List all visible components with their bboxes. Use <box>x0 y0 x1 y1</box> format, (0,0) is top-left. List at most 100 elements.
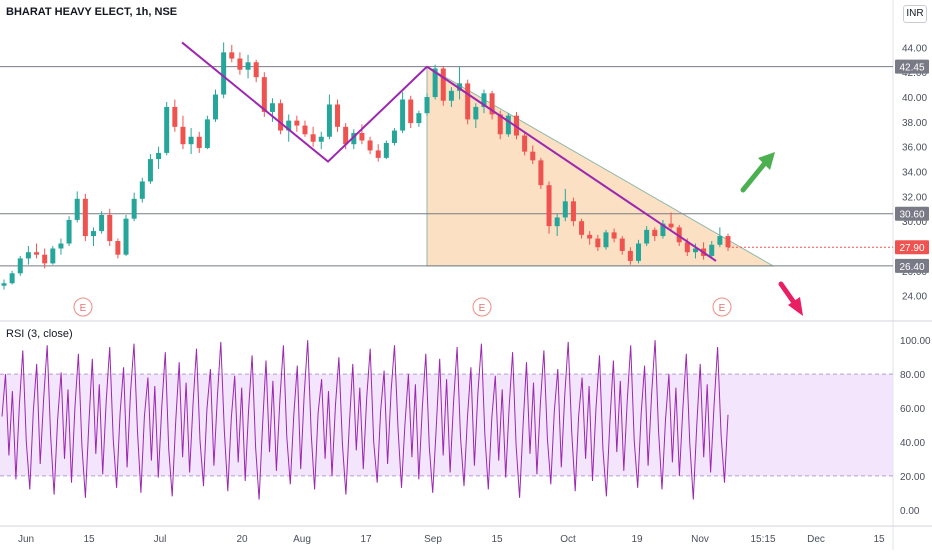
candle <box>627 247 633 265</box>
candle-body <box>66 219 72 244</box>
earnings-marker: E <box>712 297 732 317</box>
candle <box>221 42 227 99</box>
candle-body <box>302 125 308 135</box>
candle-body <box>99 214 105 232</box>
candle <box>432 64 438 100</box>
candle-body <box>636 243 642 261</box>
candle-body <box>107 214 113 242</box>
candle-body <box>570 201 576 222</box>
arrow-up-head <box>758 152 775 170</box>
currency-button[interactable]: INR <box>903 5 927 23</box>
candle <box>196 131 202 153</box>
y-tick-label: 38.00 <box>902 118 927 129</box>
candle-body <box>627 250 633 261</box>
price-label-text: 30.60 <box>899 210 924 221</box>
candle-body <box>448 90 454 101</box>
candle <box>351 129 357 150</box>
candle <box>375 144 381 162</box>
candle <box>668 212 674 232</box>
earnings-marker-label: E <box>80 303 87 314</box>
candle <box>107 208 113 246</box>
candle-body <box>660 223 666 237</box>
arrow-down-shaft <box>778 281 798 307</box>
candle <box>90 227 96 246</box>
candle <box>156 146 162 170</box>
candle-body <box>408 99 414 124</box>
candle <box>253 59 259 83</box>
x-tick-label: Jul <box>154 534 167 545</box>
candle <box>400 92 406 134</box>
candle <box>286 114 292 142</box>
candle <box>326 94 332 140</box>
candle-body <box>505 115 511 135</box>
earnings-marker: E <box>73 297 93 317</box>
candle-body <box>278 103 284 131</box>
candle-body <box>684 242 690 253</box>
candle-body <box>692 248 698 253</box>
candle-body <box>351 133 357 145</box>
candle-body <box>310 134 316 142</box>
candle-body <box>123 218 129 255</box>
candle-body <box>196 136 202 148</box>
candle <box>34 243 40 259</box>
candle-body <box>326 104 332 137</box>
candle-body <box>465 83 471 120</box>
earnings-marker-circle <box>73 297 93 317</box>
candle-body <box>546 185 552 227</box>
candle <box>636 239 642 264</box>
candle-body <box>139 181 145 199</box>
candle-body <box>245 62 251 70</box>
y-tick-label: 24.00 <box>902 292 927 303</box>
candle <box>42 248 48 269</box>
price-label-bg <box>895 240 929 255</box>
downtrend-line <box>426 65 717 262</box>
arrow-down-icon <box>778 281 803 316</box>
candle-body <box>335 104 341 127</box>
price-label: 27.90 <box>895 240 929 255</box>
candle <box>538 157 544 189</box>
candle <box>367 136 373 155</box>
price-label-text: 42.45 <box>899 63 924 74</box>
candle <box>131 192 137 222</box>
candle-body <box>164 106 170 153</box>
candle <box>115 238 121 259</box>
candle-body <box>416 113 422 124</box>
price-label-bg <box>895 59 929 74</box>
descending-triangle <box>426 65 775 267</box>
x-tick-label: 20 <box>236 534 248 545</box>
candle-body <box>668 223 674 228</box>
candle-body <box>457 83 463 91</box>
candle <box>188 128 194 155</box>
candle <box>717 227 723 248</box>
candle-body <box>9 273 15 284</box>
candle-body <box>82 198 88 237</box>
candle-body <box>611 232 617 239</box>
candle-body <box>579 221 585 235</box>
x-tick-label: 19 <box>631 534 643 545</box>
x-tick-label: 15:15 <box>750 534 775 545</box>
candle-body <box>709 244 715 256</box>
candle <box>562 188 568 222</box>
candle-body <box>115 241 121 255</box>
candle-body <box>204 119 210 148</box>
x-tick-label: 15 <box>873 534 885 545</box>
candle-body <box>603 232 609 248</box>
candle <box>58 238 64 255</box>
candle-body <box>497 114 503 135</box>
y-tick-label: 34.00 <box>902 168 927 179</box>
price-label-text: 27.90 <box>899 243 924 254</box>
candle-body <box>213 94 219 120</box>
candle-body <box>359 133 365 141</box>
earnings-marker-circle <box>472 297 492 317</box>
candle-body <box>400 99 406 131</box>
candle-body <box>74 198 80 220</box>
candle <box>1 279 7 290</box>
candle-body <box>294 120 300 126</box>
candle-body <box>473 106 479 120</box>
candle <box>269 98 275 122</box>
candle-body <box>595 238 601 248</box>
candle <box>570 197 576 227</box>
x-tick-label: 17 <box>360 534 372 545</box>
